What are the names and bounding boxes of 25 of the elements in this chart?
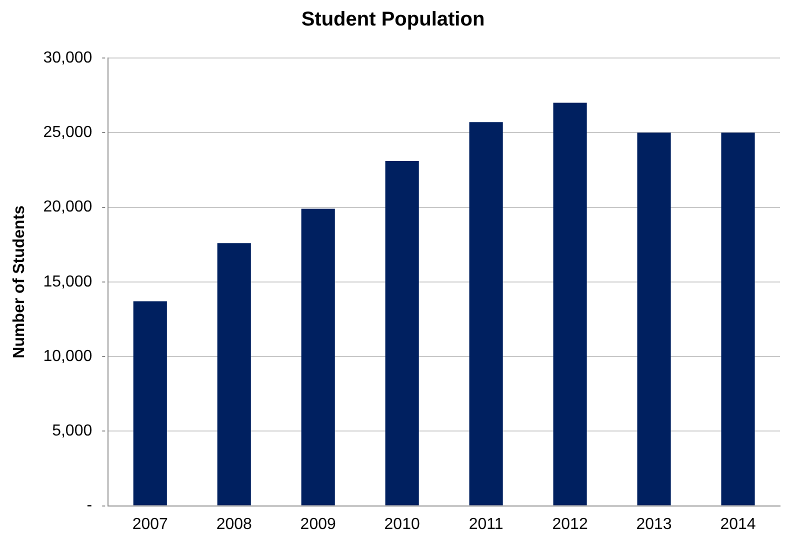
y-tick-label: 15,000 [43,273,92,290]
bar [637,132,671,506]
x-tick-label: 2011 [468,516,504,533]
y-tick-label: 25,000 [43,124,92,142]
x-tick-label: 2014 [720,516,756,533]
x-tick-label: 2007 [132,516,168,533]
bar [133,301,167,506]
chart-title: Student Population [301,8,485,31]
bar [301,208,335,506]
x-tick-label: 2008 [216,516,252,533]
y-tick-label: 30,000 [43,49,92,66]
x-tick-label: 2012 [552,516,588,533]
y-tick-label: 10,000 [43,348,92,365]
x-tick-label: 2009 [300,516,336,533]
y-tick-label: - [86,497,92,514]
x-tick-label: 2013 [636,516,672,533]
y-axis-title: Number of Students [11,205,28,358]
y-tick-label: 20,000 [43,198,92,216]
bar [469,122,503,506]
bar [553,102,587,506]
bar [385,160,419,506]
bar [217,243,251,506]
y-tick-label: 5,000 [52,422,92,440]
bar [721,132,755,506]
x-tick-label: 2010 [384,516,420,533]
